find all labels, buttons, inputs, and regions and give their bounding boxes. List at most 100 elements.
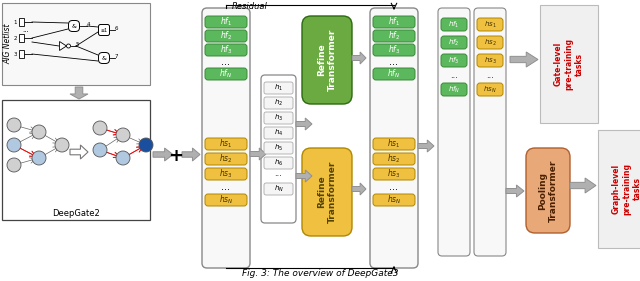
Circle shape (32, 125, 46, 139)
Polygon shape (70, 87, 88, 99)
FancyBboxPatch shape (202, 8, 250, 268)
Text: ...: ... (275, 169, 282, 178)
Polygon shape (510, 52, 538, 67)
Text: $h_1$: $h_1$ (274, 83, 283, 93)
Text: 1: 1 (13, 19, 17, 24)
FancyBboxPatch shape (68, 21, 79, 31)
Circle shape (32, 151, 46, 165)
Circle shape (139, 138, 153, 152)
FancyBboxPatch shape (373, 138, 415, 150)
Text: $h_4$: $h_4$ (274, 128, 283, 138)
Text: $hs_3$: $hs_3$ (387, 168, 401, 180)
Circle shape (7, 158, 21, 172)
FancyBboxPatch shape (441, 36, 467, 49)
Polygon shape (506, 185, 524, 197)
Circle shape (93, 121, 107, 135)
Text: $hs_3$: $hs_3$ (219, 168, 233, 180)
FancyBboxPatch shape (373, 44, 415, 56)
FancyBboxPatch shape (477, 83, 503, 96)
Text: $hf_3$: $hf_3$ (388, 44, 400, 56)
Polygon shape (296, 170, 312, 182)
Text: Fig. 3: The overview of DeepGate3: Fig. 3: The overview of DeepGate3 (242, 269, 398, 278)
Bar (540, 5, 598, 123)
Bar (598, 130, 640, 248)
Text: AIG Netlist: AIG Netlist (3, 24, 13, 64)
Text: $hf_1$: $hf_1$ (388, 16, 400, 28)
FancyBboxPatch shape (99, 53, 109, 64)
FancyBboxPatch shape (438, 8, 470, 256)
Bar (19, 50, 24, 58)
FancyBboxPatch shape (261, 75, 296, 223)
FancyBboxPatch shape (302, 16, 352, 104)
Text: +: + (168, 147, 184, 165)
FancyBboxPatch shape (477, 54, 503, 67)
FancyBboxPatch shape (477, 36, 503, 49)
Text: $hf_1$: $hf_1$ (448, 19, 460, 30)
Text: $hs_3$: $hs_3$ (484, 55, 497, 65)
Bar (2, 3, 150, 85)
Text: Refine
Transformer: Refine Transformer (317, 29, 337, 91)
Text: ...: ... (221, 57, 230, 67)
Bar (2, 100, 150, 220)
Text: ...: ... (450, 71, 458, 80)
Circle shape (55, 138, 69, 152)
Text: $hs_N$: $hs_N$ (387, 194, 401, 206)
Text: $hs_2$: $hs_2$ (219, 153, 233, 165)
Text: $hs_2$: $hs_2$ (387, 153, 401, 165)
Text: 3: 3 (13, 51, 17, 56)
Polygon shape (70, 145, 88, 159)
FancyBboxPatch shape (264, 127, 293, 139)
FancyBboxPatch shape (370, 8, 418, 268)
Polygon shape (352, 183, 366, 195)
Polygon shape (352, 52, 366, 64)
Text: ≥1: ≥1 (100, 28, 108, 33)
Polygon shape (418, 140, 434, 152)
Bar (19, 34, 24, 42)
Text: $hf_2$: $hf_2$ (448, 37, 460, 47)
Text: Graph-level
pre-training
tasks: Graph-level pre-training tasks (612, 163, 640, 215)
Polygon shape (60, 42, 67, 51)
Text: Gate-level
pre-training
tasks: Gate-level pre-training tasks (554, 38, 584, 90)
Text: Residual: Residual (232, 2, 268, 11)
Text: ...: ... (486, 71, 494, 80)
Text: 5: 5 (76, 42, 79, 46)
Text: 6: 6 (115, 26, 118, 31)
Text: $hf_2$: $hf_2$ (220, 30, 232, 42)
Polygon shape (296, 118, 312, 130)
FancyBboxPatch shape (264, 157, 293, 169)
Circle shape (7, 118, 21, 132)
FancyBboxPatch shape (205, 30, 247, 42)
FancyBboxPatch shape (373, 30, 415, 42)
Text: $hs_1$: $hs_1$ (484, 19, 497, 30)
Text: Pooling
Transformer: Pooling Transformer (538, 159, 557, 222)
FancyBboxPatch shape (264, 82, 293, 94)
FancyBboxPatch shape (205, 168, 247, 180)
Text: $hf_3$: $hf_3$ (448, 55, 460, 65)
FancyBboxPatch shape (373, 194, 415, 206)
Text: &: & (102, 56, 106, 60)
FancyBboxPatch shape (373, 68, 415, 80)
Text: $hf_N$: $hf_N$ (387, 68, 401, 80)
Text: &: & (72, 24, 76, 28)
Text: $hs_1$: $hs_1$ (219, 138, 233, 150)
Text: $hs_N$: $hs_N$ (219, 194, 234, 206)
FancyBboxPatch shape (205, 16, 247, 28)
FancyBboxPatch shape (264, 142, 293, 154)
Circle shape (116, 128, 130, 142)
Text: ...: ... (221, 182, 230, 192)
Text: 7: 7 (115, 53, 118, 58)
FancyBboxPatch shape (264, 112, 293, 124)
FancyBboxPatch shape (205, 44, 247, 56)
FancyBboxPatch shape (441, 18, 467, 31)
Text: $hf_N$: $hf_N$ (220, 68, 233, 80)
Text: $hs_1$: $hs_1$ (387, 138, 401, 150)
Bar (19, 18, 24, 26)
FancyBboxPatch shape (441, 83, 467, 96)
Text: $hs_2$: $hs_2$ (484, 37, 497, 47)
FancyBboxPatch shape (526, 148, 570, 233)
FancyBboxPatch shape (205, 194, 247, 206)
FancyBboxPatch shape (373, 153, 415, 165)
FancyBboxPatch shape (373, 16, 415, 28)
Polygon shape (153, 148, 173, 161)
Text: DeepGate2: DeepGate2 (52, 210, 100, 219)
